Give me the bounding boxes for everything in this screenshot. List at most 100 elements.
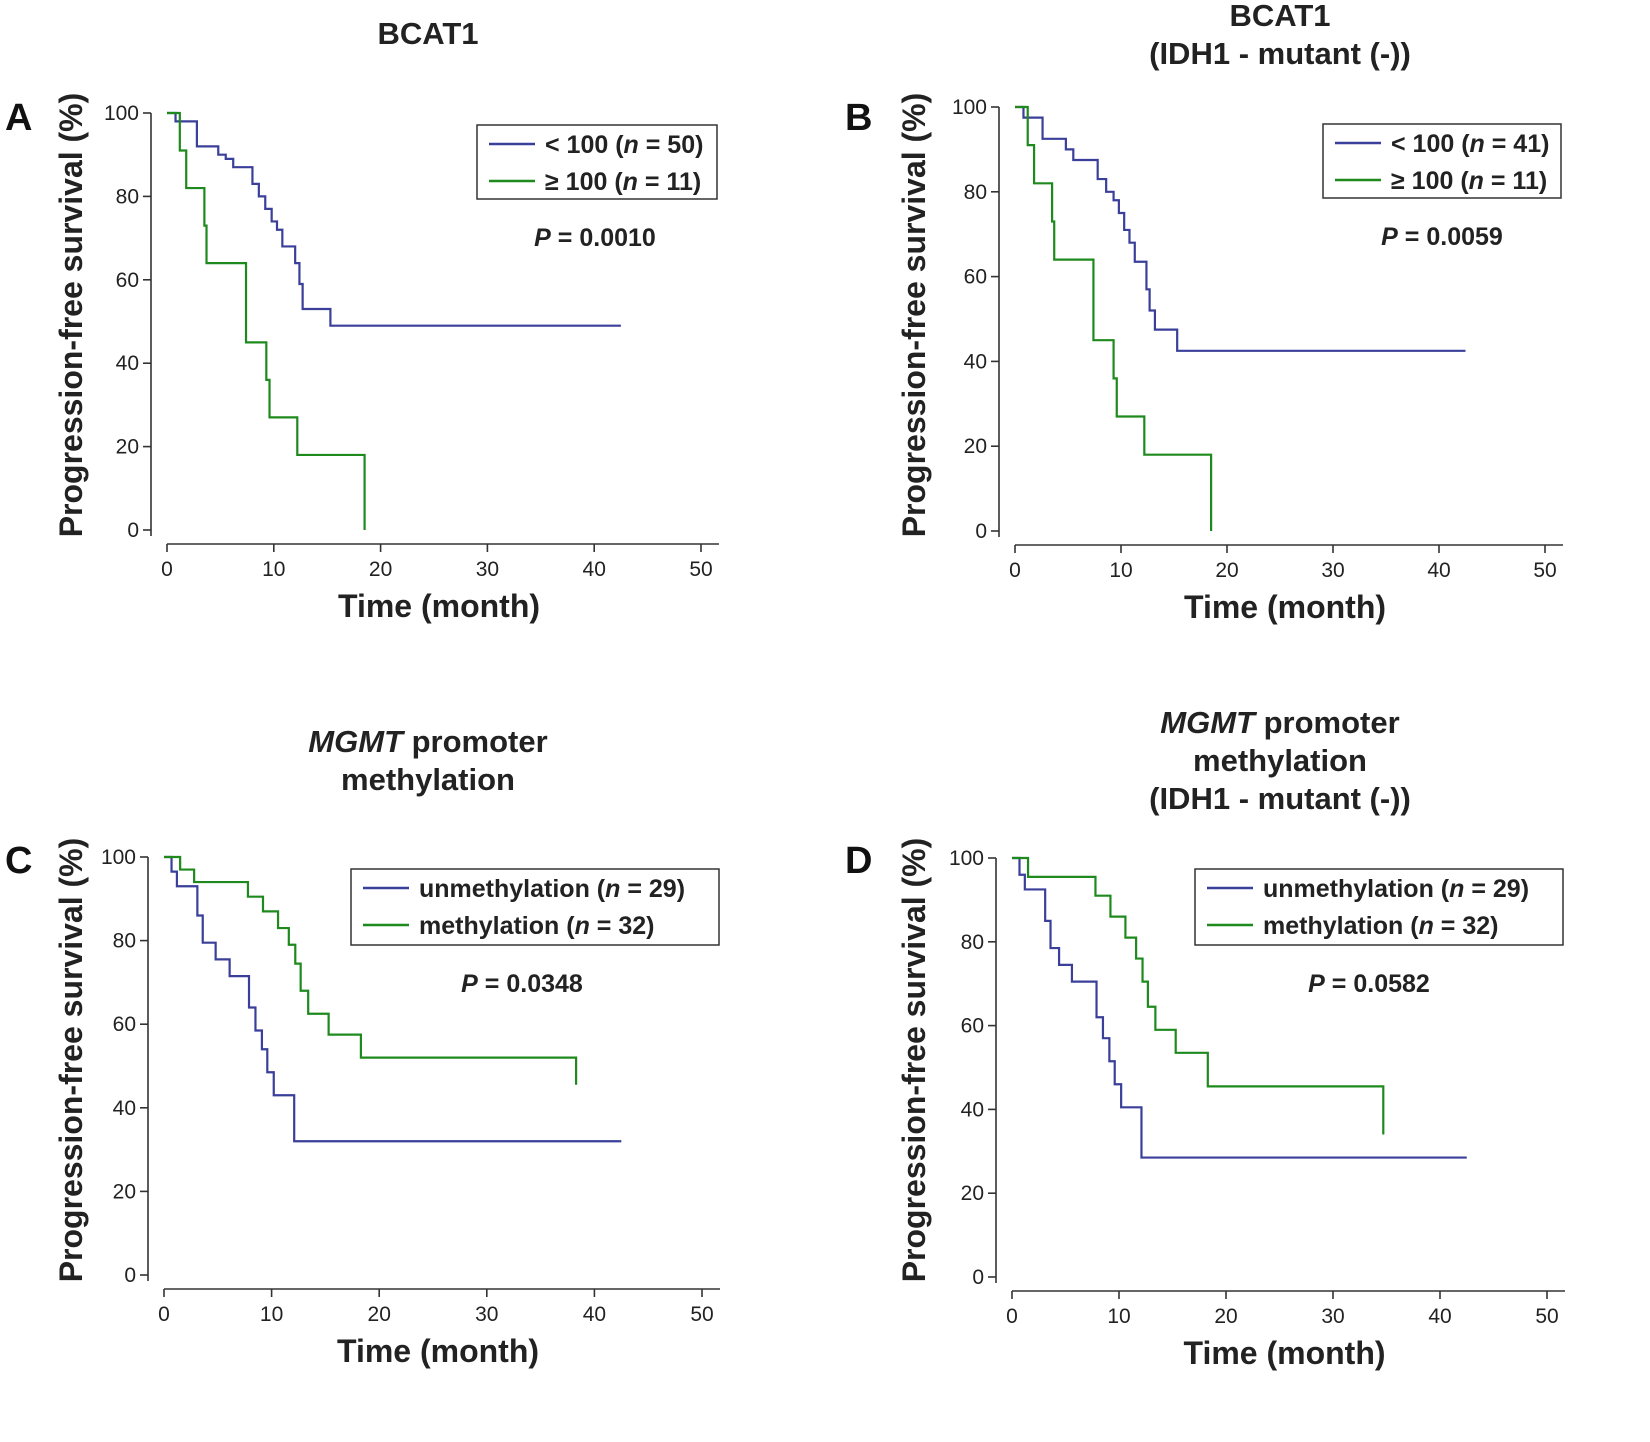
x-tick-label: 30 bbox=[475, 1303, 498, 1326]
y-tick-label: 100 bbox=[949, 847, 984, 870]
y-tick-label: 40 bbox=[113, 1097, 136, 1120]
y-axis-label: Progression-free survival (%) bbox=[53, 93, 89, 538]
panel-label: A bbox=[5, 97, 32, 139]
x-tick-label: 0 bbox=[158, 1303, 170, 1326]
survival-curve-green bbox=[167, 111, 366, 530]
p-value: P = 0.0059 bbox=[1381, 223, 1503, 251]
y-tick-label: 20 bbox=[961, 1182, 984, 1205]
x-tick-label: 0 bbox=[161, 558, 173, 581]
legend: < 100 (n = 41) ≥ 100 (n = 11) bbox=[1322, 123, 1562, 199]
panel-title-line: MGMT promoter bbox=[308, 724, 547, 759]
y-tick-label: 40 bbox=[961, 1098, 984, 1121]
legend-entry: methylation (n = 32) bbox=[419, 912, 654, 940]
legend: unmethylation (n = 29) methylation (n = 3… bbox=[350, 868, 720, 946]
panel-title-line: (IDH1 - mutant (-)) bbox=[1149, 36, 1411, 71]
panel-label: D bbox=[845, 840, 872, 882]
y-tick-label: 80 bbox=[113, 930, 136, 953]
x-tick-label: 20 bbox=[369, 558, 392, 581]
legend-entry: ≥ 100 (n = 11) bbox=[545, 168, 701, 196]
y-tick-label: 20 bbox=[964, 435, 987, 458]
y-tick-label: 0 bbox=[975, 520, 987, 543]
survival-curve-green bbox=[164, 855, 578, 1085]
x-axis-label: Time (month) bbox=[337, 1333, 539, 1369]
y-tick-label: 60 bbox=[116, 269, 139, 292]
x-tick-label: 10 bbox=[262, 558, 285, 581]
panel-title-line: methylation bbox=[341, 762, 515, 797]
x-tick-label: 30 bbox=[1321, 559, 1344, 582]
y-tick-label: 60 bbox=[961, 1015, 984, 1038]
x-tick-label: 50 bbox=[689, 558, 712, 581]
y-tick-label: 0 bbox=[972, 1266, 984, 1289]
y-tick-label: 20 bbox=[116, 436, 139, 459]
y-tick-label: 0 bbox=[127, 519, 139, 542]
legend-entry: unmethylation (n = 29) bbox=[419, 875, 685, 903]
x-tick-label: 30 bbox=[1321, 1305, 1344, 1328]
panel-title-line: MGMT promoter bbox=[1160, 705, 1399, 740]
legend-entry: < 100 (n = 50) bbox=[545, 131, 703, 159]
x-tick-label: 0 bbox=[1009, 559, 1021, 582]
x-tick-label: 10 bbox=[1107, 1305, 1130, 1328]
y-axis-label: Progression-free survival (%) bbox=[896, 93, 932, 538]
legend: < 100 (n = 50) ≥ 100 (n = 11) bbox=[476, 124, 718, 200]
y-tick-label: 60 bbox=[113, 1013, 136, 1036]
x-tick-label: 20 bbox=[1214, 1305, 1237, 1328]
y-tick-label: 100 bbox=[952, 96, 987, 119]
y-tick-label: 80 bbox=[961, 931, 984, 954]
survival-curve-blue bbox=[164, 855, 622, 1143]
y-tick-label: 20 bbox=[113, 1180, 136, 1203]
x-tick-label: 50 bbox=[1533, 559, 1556, 582]
x-tick-label: 10 bbox=[1109, 559, 1132, 582]
survival-curve-green bbox=[1015, 105, 1213, 531]
panel-a: A BCAT1 0 10 20 30 40 50 0 20 40 60 80 100 Time (month… bbox=[5, 16, 719, 624]
axes: 0 10 20 30 40 50 0 20 40 60 80 100 bbox=[101, 846, 720, 1326]
y-axis-label: Progression-free survival (%) bbox=[896, 838, 932, 1283]
panel-title-line: BCAT1 bbox=[1229, 0, 1330, 33]
legend-box bbox=[350, 868, 720, 946]
x-tick-label: 50 bbox=[690, 1303, 713, 1326]
legend-box bbox=[1322, 123, 1562, 199]
x-axis-label: Time (month) bbox=[338, 588, 540, 624]
survival-curve-blue bbox=[1012, 856, 1467, 1159]
axes: 0 10 20 30 40 50 0 20 40 60 80 100 bbox=[949, 847, 1565, 1328]
x-tick-label: 40 bbox=[1427, 559, 1450, 582]
legend-entry: unmethylation (n = 29) bbox=[1263, 875, 1529, 903]
panel-title-line: methylation bbox=[1193, 743, 1367, 778]
legend-box bbox=[476, 124, 718, 200]
y-tick-label: 100 bbox=[101, 846, 136, 869]
panel-b: B BCAT1(IDH1 - mutant (-)) 0 10 20 30 40 50 0 20 4… bbox=[845, 0, 1563, 625]
legend: unmethylation (n = 29) methylation (n = 3… bbox=[1194, 868, 1564, 946]
panel-label: C bbox=[5, 840, 32, 882]
legend-entry: < 100 (n = 41) bbox=[1391, 130, 1549, 158]
x-tick-label: 10 bbox=[260, 1303, 283, 1326]
y-tick-label: 80 bbox=[964, 181, 987, 204]
axes: 0 10 20 30 40 50 0 20 40 60 80 100 bbox=[104, 102, 719, 581]
y-tick-label: 40 bbox=[964, 350, 987, 373]
legend-entry: ≥ 100 (n = 11) bbox=[1391, 167, 1547, 195]
panel-label: B bbox=[845, 97, 872, 139]
x-axis-label: Time (month) bbox=[1184, 589, 1386, 625]
p-value: P = 0.0582 bbox=[1308, 970, 1430, 998]
x-tick-label: 50 bbox=[1535, 1305, 1558, 1328]
x-tick-label: 40 bbox=[1428, 1305, 1451, 1328]
y-tick-label: 0 bbox=[124, 1264, 136, 1287]
panel-title-line: (IDH1 - mutant (-)) bbox=[1149, 781, 1411, 816]
x-tick-label: 20 bbox=[1215, 559, 1238, 582]
y-tick-label: 60 bbox=[964, 266, 987, 289]
x-tick-label: 40 bbox=[583, 558, 606, 581]
y-axis-label: Progression-free survival (%) bbox=[53, 838, 89, 1283]
y-tick-label: 100 bbox=[104, 102, 139, 125]
x-tick-label: 20 bbox=[368, 1303, 391, 1326]
p-value: P = 0.0348 bbox=[461, 970, 583, 998]
x-axis-label: Time (month) bbox=[1183, 1335, 1385, 1371]
survival-curve-blue bbox=[1015, 105, 1466, 352]
x-tick-label: 40 bbox=[583, 1303, 606, 1326]
axes: 0 10 20 30 40 50 0 20 40 60 80 100 bbox=[952, 96, 1563, 582]
panel-title-line: BCAT1 bbox=[377, 16, 478, 51]
y-tick-label: 80 bbox=[116, 185, 139, 208]
x-tick-label: 30 bbox=[476, 558, 499, 581]
survival-curve-green bbox=[1012, 856, 1385, 1135]
